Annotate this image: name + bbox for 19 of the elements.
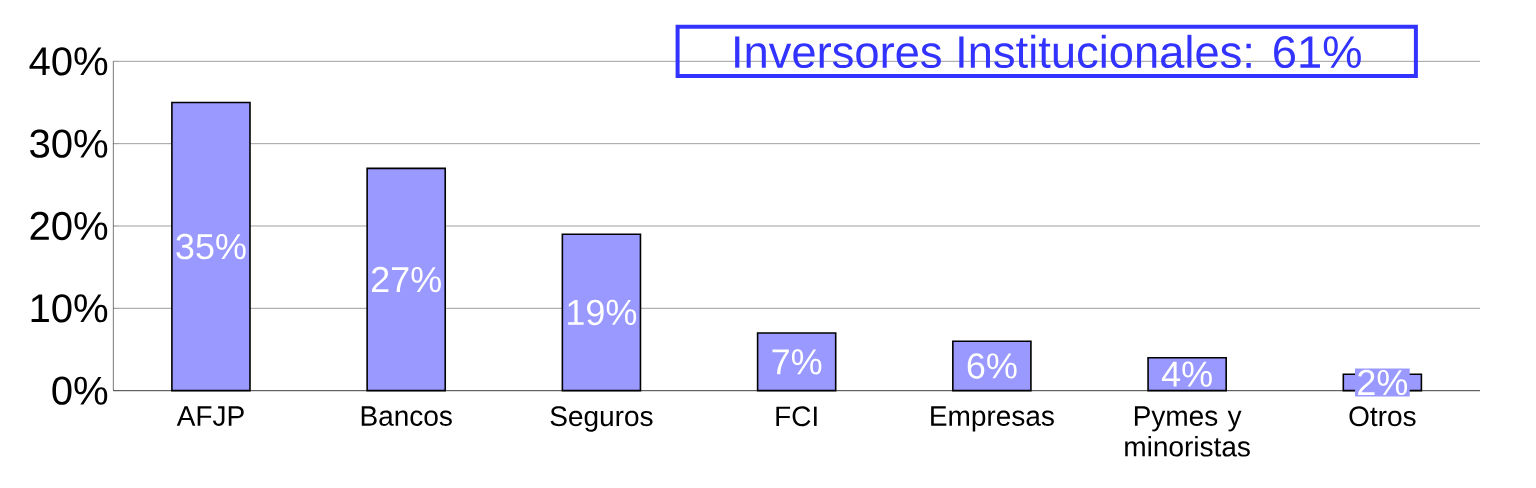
x-tick-label: Empresas [931,406,1054,432]
y-tick-label: 20% [30,211,108,241]
x-tick-label: Bancos [361,406,452,426]
x-tick-label: AFJP [176,406,244,426]
chart-title: Inversores Institucionales: 61% [735,34,1361,69]
x-tick-label: Pymes y minoristas [1125,406,1250,457]
data-label: 35% [176,233,246,260]
y-tick-label: 0% [52,376,108,405]
x-tick-label: FCI [776,406,817,427]
data-label: 27% [371,266,441,293]
data-label: 4% [1161,361,1212,387]
x-tick-label: Seguros [550,406,653,432]
data-label: 6% [967,353,1017,379]
data-label: 7% [772,349,822,375]
data-label: 19% [568,299,637,326]
y-tick-label: 30% [30,129,108,158]
y-tick-label: 40% [29,47,108,76]
x-tick-label: Otros [1349,406,1416,427]
y-tick-label: 10% [31,294,108,323]
